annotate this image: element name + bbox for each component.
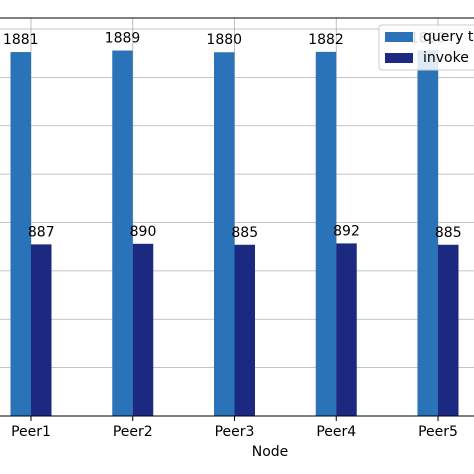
bar — [336, 243, 357, 416]
bar — [438, 244, 459, 416]
legend-label: invoke — [423, 50, 469, 66]
x-tick-label: Peer2 — [113, 424, 153, 440]
x-tick-label: Peer4 — [316, 424, 356, 440]
plot-frame — [0, 17, 474, 417]
x-tick-label: Peer5 — [418, 424, 458, 440]
bar — [10, 52, 31, 417]
bar — [417, 50, 438, 416]
data-label: 1882 — [308, 32, 344, 48]
data-label: 1889 — [105, 31, 141, 47]
legend-label: query t — [423, 29, 474, 45]
data-label: 1880 — [206, 32, 242, 48]
data-label: 887 — [28, 224, 55, 240]
legend-swatch — [385, 53, 413, 63]
data-label: 892 — [333, 223, 360, 239]
bar — [31, 244, 52, 416]
x-tick-label: Peer3 — [215, 424, 255, 440]
bar — [214, 52, 235, 417]
data-label: 885 — [435, 225, 462, 241]
x-axis-label: Node — [252, 444, 289, 460]
bar — [315, 51, 337, 417]
bar — [112, 50, 133, 417]
bar — [132, 243, 154, 416]
data-label: 890 — [130, 224, 157, 240]
bar — [234, 244, 255, 416]
legend-swatch — [385, 32, 413, 42]
data-label: 1881 — [3, 32, 39, 48]
legend: query t invoke — [378, 24, 474, 71]
x-tick-label: Peer1 — [11, 424, 51, 440]
data-label: 885 — [231, 225, 258, 241]
